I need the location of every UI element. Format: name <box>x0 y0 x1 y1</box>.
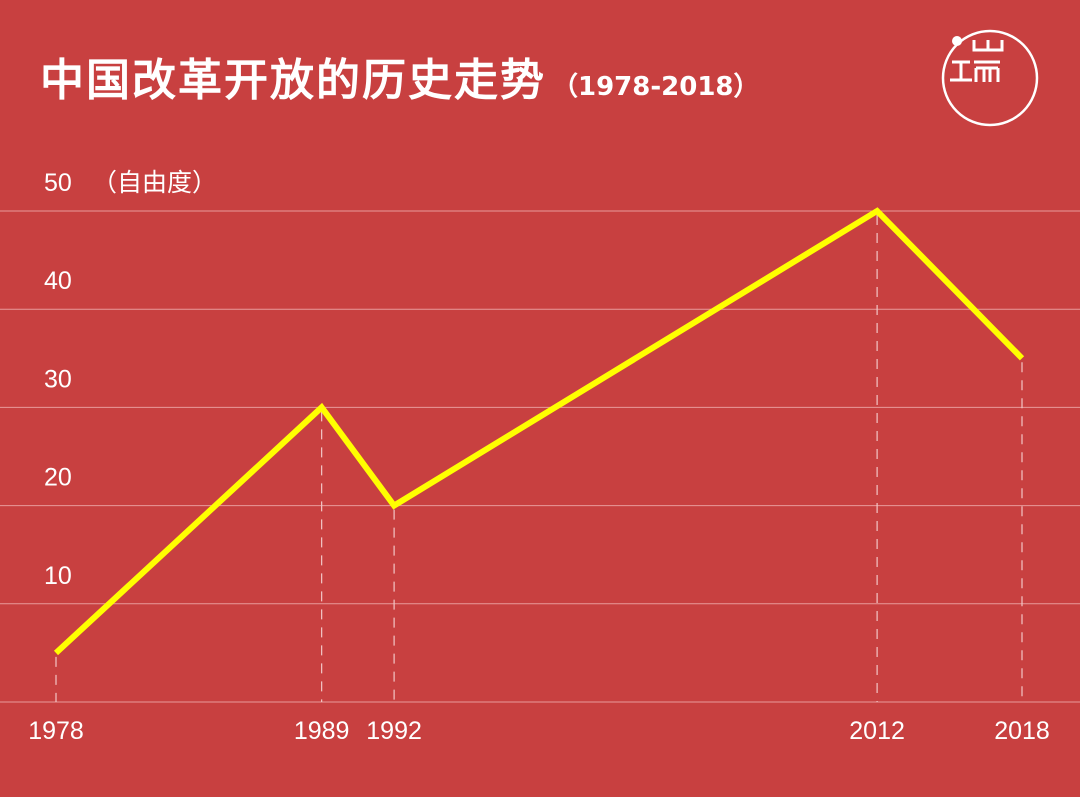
y-tick-label: 10 <box>44 562 72 590</box>
y-axis-ticks: 10 20 30 40 50 <box>44 169 72 590</box>
y-tick-label: 50 <box>44 169 72 197</box>
x-axis-ticks: 1978 1989 1992 2012 2018 <box>28 717 1050 745</box>
chart-title: 中国改革开放的历史走势 <box>40 55 546 106</box>
chart-subtitle: （1978-2018） <box>552 72 760 102</box>
y-axis-label: （自由度） <box>92 168 217 197</box>
dashed-guides <box>55 215 1023 702</box>
x-tick-label: 1992 <box>366 717 422 745</box>
x-tick-label: 1978 <box>28 717 84 745</box>
x-tick-label: 2012 <box>849 717 905 745</box>
y-tick-label: 20 <box>44 464 72 492</box>
x-tick-label: 2018 <box>994 717 1050 745</box>
x-tick-label: 1989 <box>294 717 350 745</box>
y-tick-label: 40 <box>44 267 72 295</box>
series-layer <box>53 207 1025 656</box>
gridlines <box>0 210 1080 703</box>
logo-icon <box>941 29 1039 127</box>
title-block: 中国改革开放的历史走势 （1978-2018） <box>40 44 760 108</box>
y-tick-label: 30 <box>44 365 72 393</box>
